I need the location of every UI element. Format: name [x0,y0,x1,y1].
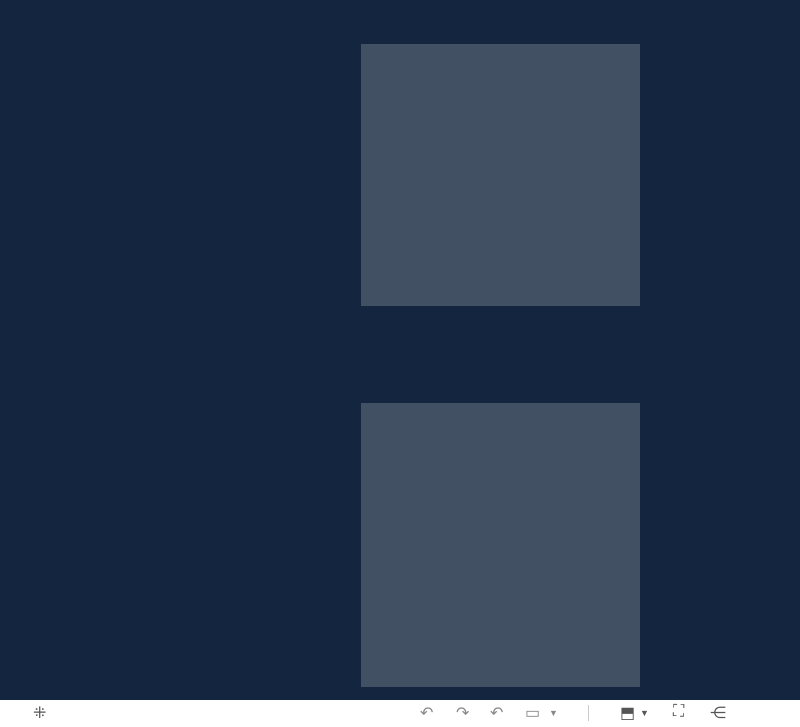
nonlife-panel-bg-bottom [361,403,640,687]
revert-icon[interactable]: ↶ [490,705,504,722]
tableau-toolbar: ⁜ ↶ ↷ ↶ ▭ ▼ ⬒ ▼ ⛶ ⋲ [0,700,800,727]
redo-icon[interactable]: ↷ [456,705,470,722]
undo-icon[interactable]: ↶ [420,705,434,722]
toolbar-divider [588,705,589,721]
fullscreen-icon[interactable]: ⛶ [673,703,685,720]
asset-sub-category-legend [650,423,795,672]
nonlife-panel-bg-top [361,44,640,306]
pause-icon[interactable]: ▭ [525,705,541,722]
download-dropdown-icon[interactable]: ▼ [640,708,649,718]
tableau-logo-icon: ⁜ [33,705,47,722]
pause-dropdown-icon[interactable]: ▼ [549,708,558,718]
download-icon[interactable]: ⬒ [620,705,636,722]
year-filter [650,13,800,16]
asset-category-legend [650,217,795,406]
share-icon[interactable]: ⋲ [710,705,726,722]
